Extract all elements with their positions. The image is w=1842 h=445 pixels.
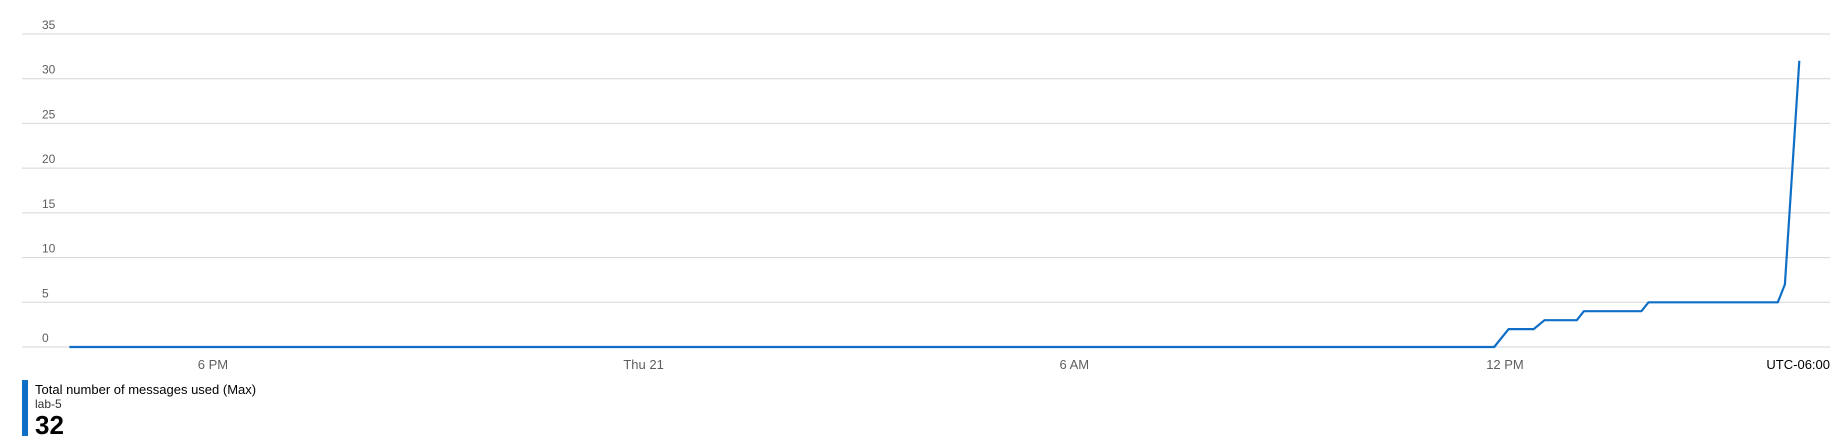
x-axis-timezone-label: UTC-06:00 xyxy=(1766,357,1830,370)
y-tick-label-20: 20 xyxy=(42,152,56,166)
x-tick-label-2: 6 AM xyxy=(1059,357,1089,370)
line-chart: 0 5 10 15 20 25 30 35 6 PM Thu 21 6 AM 12 PM UTC-06:… xyxy=(22,18,1830,372)
y-tick-label-10: 10 xyxy=(42,242,56,256)
legend-metric-name: Total number of messages used (Max) xyxy=(35,382,257,397)
legend-color-swatch xyxy=(22,380,28,436)
chart-svg: 0 5 10 15 20 25 30 35 6 PM Thu 21 6 AM 12 PM UTC-06:… xyxy=(22,18,1830,372)
legend[interactable]: Total number of messages used (Max) lab-… xyxy=(22,380,257,440)
y-tick-label-35: 35 xyxy=(42,18,56,32)
y-tick-label-15: 15 xyxy=(42,197,56,211)
legend-resource-name: lab-5 xyxy=(35,397,62,411)
y-tick-label-30: 30 xyxy=(42,63,56,77)
y-tick-label-0: 0 xyxy=(42,331,49,345)
y-tick-label-25: 25 xyxy=(42,107,56,121)
legend-value: 32 xyxy=(35,410,64,440)
y-tick-label-5: 5 xyxy=(42,286,49,300)
series-line-0 xyxy=(69,60,1801,349)
x-tick-label-0: 6 PM xyxy=(198,357,228,370)
legend-text: Total number of messages used (Max) lab-… xyxy=(35,380,257,440)
x-tick-label-3: 12 PM xyxy=(1486,357,1524,370)
x-tick-label-1: Thu 21 xyxy=(623,357,663,370)
